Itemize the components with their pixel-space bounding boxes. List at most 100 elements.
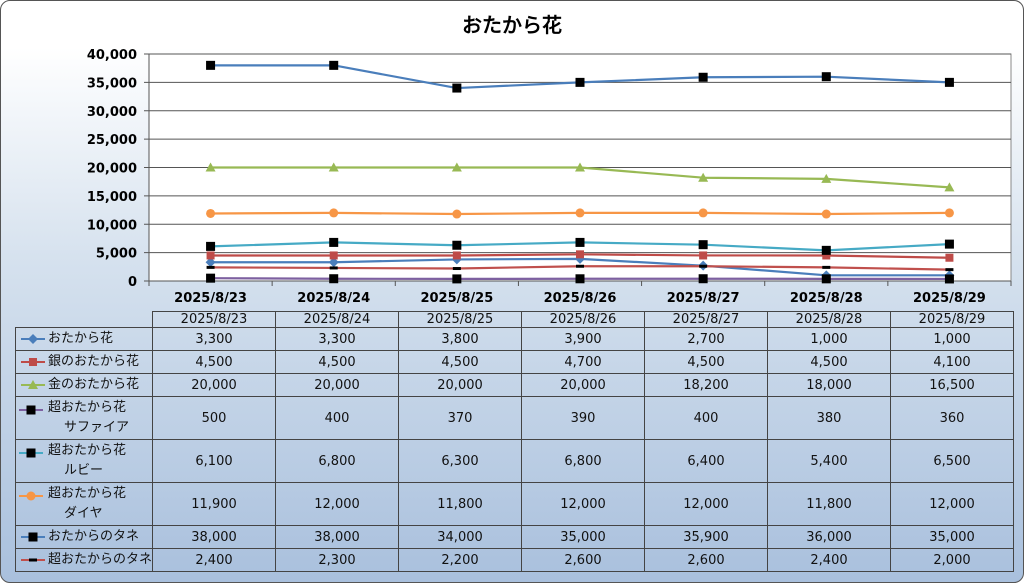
table-cell: 4,100 (890, 350, 1015, 374)
x-tick-label: 2025/8/23 (174, 291, 247, 306)
legend-key (21, 333, 45, 344)
legend-name: おたから花 (48, 330, 114, 346)
data-point (329, 266, 338, 270)
legend-name: 超おたから花 (48, 486, 127, 501)
data-point (699, 251, 708, 260)
data-point (821, 209, 831, 219)
table-cell: 2,400 (767, 548, 892, 572)
data-point (329, 251, 338, 260)
y-tick-label: 10,000 (87, 218, 137, 233)
table-row: おたから花 3,300 3,300 3,800 3,900 2,700 1,000 1,000 (14, 327, 1015, 351)
data-point (821, 245, 831, 255)
legend-cell: おたから花 (14, 327, 154, 351)
table-header-row: 2025/8/23 2025/8/24 2025/8/25 2025/8/26 2025… (15, 311, 1015, 328)
data-point (452, 240, 462, 250)
table-cell: 4,500 (767, 350, 892, 374)
data-point (822, 251, 831, 260)
table-cell: 3,900 (521, 327, 646, 351)
legend-cell: 超おたから花ルビー (14, 439, 154, 483)
table-cell: 35,000 (521, 525, 646, 549)
table-header-cell: 2025/8/29 (890, 311, 1015, 328)
data-point (821, 72, 831, 82)
table-cell: 1,000 (767, 327, 892, 351)
legend-name-line2: ダイヤ (64, 506, 103, 521)
y-tick-label: 15,000 (87, 190, 137, 205)
table-cell: 6,800 (275, 439, 400, 483)
data-point (821, 173, 832, 183)
table-cell: 36,000 (767, 525, 892, 549)
table-cell: 2,600 (644, 548, 769, 572)
data-point (698, 72, 708, 82)
data-point (698, 208, 708, 218)
y-tick-label: 5,000 (96, 247, 137, 262)
legend-cell: 超おたから花ダイヤ (14, 482, 154, 526)
data-point (944, 208, 954, 218)
y-tick-label: 35,000 (87, 76, 137, 91)
table-cell: 11,900 (152, 482, 277, 526)
table-cell: 2,300 (275, 548, 400, 572)
data-point (329, 208, 339, 218)
data-table: 2025/8/23 2025/8/24 2025/8/25 2025/8/26 2025… (14, 311, 1015, 572)
legend-cell: おたからのタネ (14, 525, 154, 549)
table-cell: 4,500 (275, 350, 400, 374)
legend-name: 銀のおたから花 (48, 353, 140, 369)
data-point (575, 208, 585, 218)
legend-name: 金のおたから花 (48, 376, 140, 392)
data-point (698, 172, 709, 182)
table-header-cell: 2025/8/23 (152, 311, 277, 328)
legend-key-marker (28, 379, 38, 389)
table-cell: 12,000 (275, 482, 400, 526)
legend-key (19, 405, 43, 415)
table-header-cell: 2025/8/28 (767, 311, 892, 328)
data-point (945, 253, 954, 262)
table-cell: 18,200 (644, 373, 769, 397)
data-point (944, 182, 955, 192)
table-row: 超おたから花 ダイヤ 11,900 12,000 11,800 12,000 12,000 1… (14, 482, 1015, 526)
table-cell: 20,000 (275, 373, 400, 397)
data-point (944, 274, 954, 284)
table-cell: 3,300 (152, 327, 277, 351)
data-point (328, 162, 339, 172)
table-row: 銀のおたから花 4,500 4,500 4,500 4,700 4,500 4,500 4,1… (14, 350, 1015, 374)
legend-label: 銀のおたから花 (48, 354, 139, 370)
y-tick-label: 0 (128, 275, 137, 290)
legend-name: 超おたから花 (48, 443, 127, 458)
data-point (575, 162, 585, 172)
table-cell: 12,000 (644, 482, 769, 526)
legend-key-marker (28, 532, 38, 542)
table-cell: 38,000 (152, 525, 277, 549)
table-cell: 6,400 (644, 439, 769, 483)
data-point (452, 83, 462, 93)
table-cell: 380 (767, 396, 892, 440)
data-point (451, 162, 462, 172)
table-cell: 38,000 (275, 525, 400, 549)
legend-cell: 超おたから花 サファイア (14, 396, 154, 440)
table-header-cell: 2025/8/25 (398, 311, 523, 328)
legend-label: 金のおたから花 (48, 377, 139, 393)
legend-cell: 超おたからのタネ (14, 548, 154, 572)
legend-cell: 銀のおたから花 (14, 350, 154, 374)
legend-name-line2: ルビー (64, 463, 104, 478)
legend-label: 超おたから花ダイヤ (48, 486, 126, 522)
data-point (205, 162, 216, 172)
data-point (698, 240, 708, 250)
legend-key (21, 357, 45, 366)
y-tick-label: 20,000 (87, 162, 137, 177)
table-cell: 12,000 (521, 482, 646, 526)
legend-key-marker (26, 491, 36, 501)
legend-name: 超おたからのタネ (48, 551, 153, 567)
x-tick-label: 2025/8/27 (667, 291, 740, 306)
table-cell: 370 (398, 396, 523, 440)
table-cell: 35,000 (890, 525, 1015, 549)
legend-cell: 金のおたから花 (14, 373, 154, 397)
table-cell: 11,800 (398, 482, 523, 526)
y-tick-label: 30,000 (87, 105, 137, 120)
legend-label: おたから花 (48, 331, 113, 347)
table-cell: 1,000 (890, 327, 1015, 351)
data-point (699, 264, 708, 268)
table-cell: 5,400 (767, 439, 892, 483)
table-cell: 390 (521, 396, 646, 440)
legend-key (19, 448, 43, 458)
legend-key (21, 532, 45, 542)
legend-key-marker (26, 405, 36, 415)
